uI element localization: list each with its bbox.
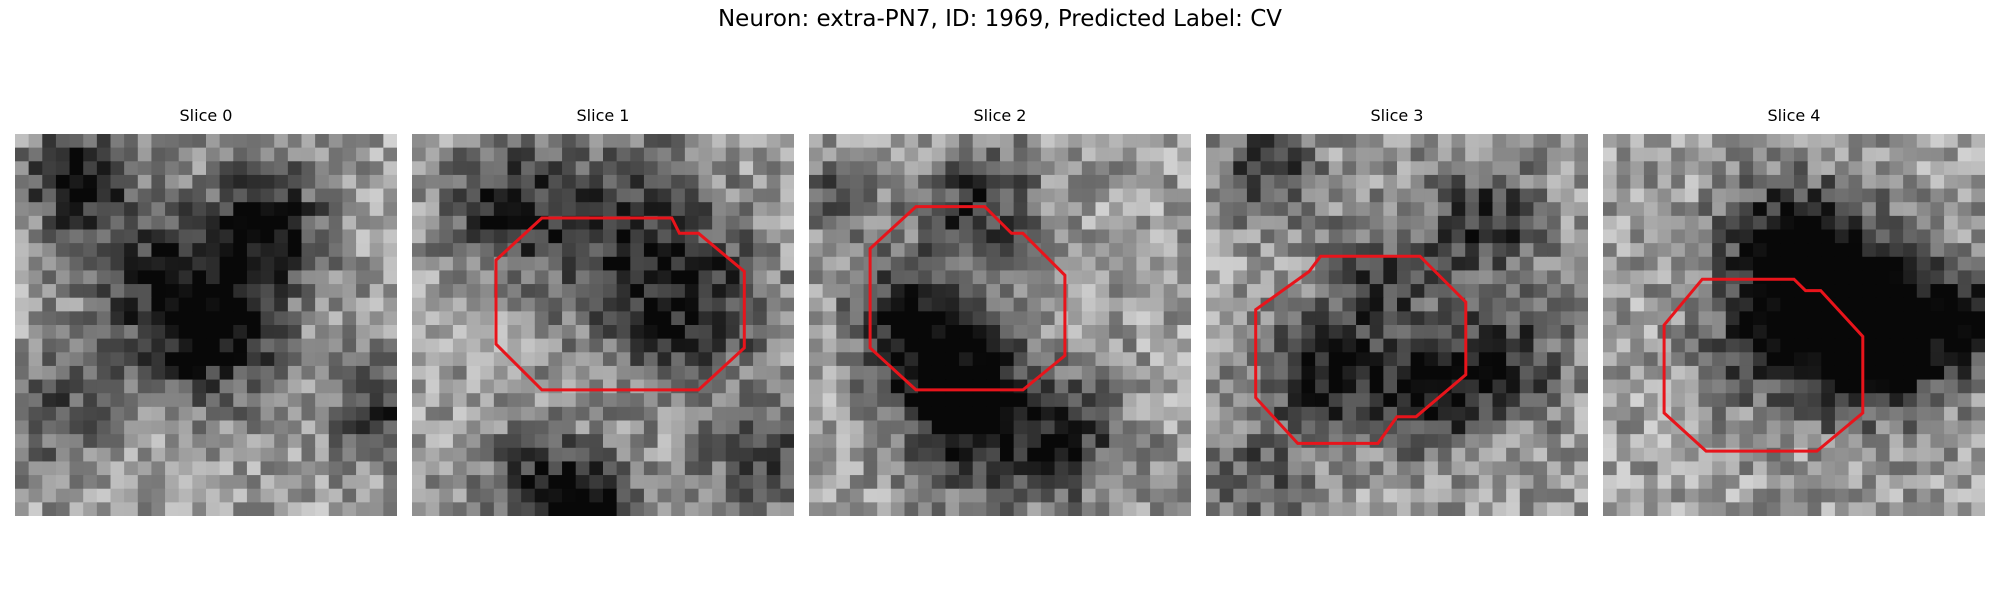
slice-title: Slice 2 [973, 106, 1027, 125]
slice-title: Slice 3 [1370, 106, 1424, 125]
roi-contour [1254, 254, 1468, 445]
figure-title: Neuron: extra-PN7, ID: 1969, Predicted L… [717, 6, 1283, 32]
roi-contour [1662, 277, 1865, 453]
slice-image [1206, 134, 1588, 516]
slice-image [15, 134, 397, 516]
roi-contour [868, 205, 1067, 392]
roi-contour [494, 216, 746, 392]
slice-title: Slice 0 [179, 106, 233, 125]
pixel-grid [1206, 134, 1588, 516]
pixel-grid [809, 134, 1191, 516]
pixel-grid [412, 134, 794, 516]
slice-image [1603, 134, 1985, 516]
slice-title: Slice 4 [1767, 106, 1821, 125]
slice-image [809, 134, 1191, 516]
pixel-grid [15, 134, 397, 516]
slice-title: Slice 1 [576, 106, 630, 125]
pixel-grid [1603, 134, 1985, 516]
slice-image [412, 134, 794, 516]
